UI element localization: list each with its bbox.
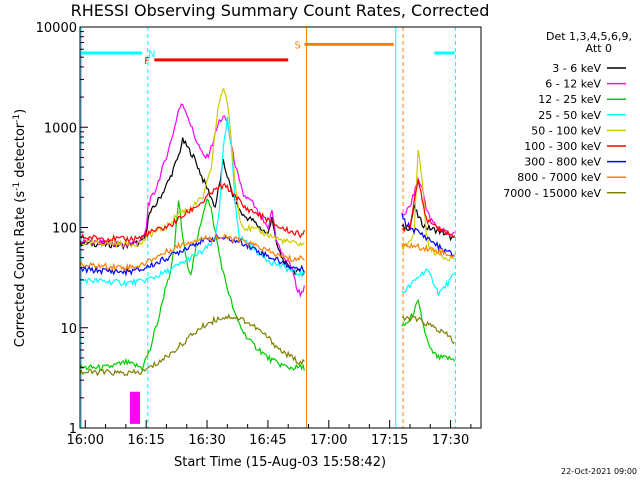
series-300-800-kev-line-1 [401,213,456,257]
y-axis-label: Corrected Count Rate (s-1 detector-1) [12,109,28,347]
series-7000-15000-kev-line-1 [401,315,455,345]
footer-date: 22-Oct-2021 09:00 [561,467,637,476]
legend-label-6-12-kev: 6 - 12 keV [545,78,601,91]
legend-label-800-7000-kev: 800 - 7000 keV [517,171,601,184]
legend-label-50-100-kev: 50 - 100 keV [531,124,601,137]
y-axis-label-detector: detector [13,122,28,182]
legend-header-line-2: Att 0 [586,42,612,55]
series-800-7000-kev-line-0 [80,234,305,272]
flag-label-s: S [294,40,300,51]
legend-label-25-50-kev: 25 - 50 keV [538,109,601,122]
x-tick-label-17-00: 17:00 [310,433,347,448]
legend-label-3-6-kev: 3 - 6 keV [552,62,601,75]
y-tick-label-1000: 1000 [44,121,77,136]
chart-title: RHESSI Observing Summary Count Rates, Co… [71,1,490,20]
y-axis-label-close: ) [13,109,28,114]
x-tick-label-16-15: 16:15 [127,433,164,448]
series-800-7000-kev-line-1 [401,242,455,259]
x-tick-label-16-45: 16:45 [249,433,286,448]
plot-area: NF S [80,27,456,428]
legend: Det 1,3,4,5,6,9, Att 0 3 - 6 keV 6 - 12 k… [503,30,632,200]
y-axis-label-sup-1: -1 [12,182,22,191]
y-tick-label-10000: 10000 [36,21,77,36]
x-axis-label: Start Time (15-Aug-03 15:58:42) [174,455,386,470]
y-tick-label-10: 10 [60,322,77,337]
series-50-100-kev-line-1 [401,149,455,262]
legend-label-12-25-kev: 12 - 25 keV [538,93,601,106]
series-12-25-kev-line-1 [401,298,456,362]
magenta-flag-block [129,391,141,424]
y-axis-label-main: Corrected Count Rate (s [13,191,28,348]
y-tick-label-100: 100 [52,222,77,237]
legend-label-100-300-kev: 100 - 300 keV [524,140,601,153]
x-tick-label-16-30: 16:30 [188,433,225,448]
series-7000-15000-kev-line-0 [80,313,305,377]
series-100-300-kev-line-0 [80,182,305,243]
series-300-800-kev-line-0 [80,233,305,277]
flag-label-n: N [148,49,155,60]
series-25-50-kev-line-0 [80,116,305,288]
y-axis-label-sup-2: -1 [12,114,22,123]
x-axis: 16:00 16:15 16:30 16:45 17:00 17:15 17:30 [67,420,472,448]
series-12-25-kev-line-0 [80,198,305,371]
legend-label-300-800-kev: 300 - 800 keV [524,156,601,169]
legend-header-line-1: Det 1,3,4,5,6,9, [546,30,632,43]
x-tick-label-16-00: 16:00 [67,433,104,448]
series-25-50-kev-line-1 [401,268,456,297]
x-tick-label-17-30: 17:30 [432,433,469,448]
series-6-12-kev-line-1 [401,176,455,237]
flag-label-f: F [144,56,150,67]
plot-clipped [80,27,456,428]
legend-label-7000-15000-kev: 7000 - 15000 keV [503,187,601,200]
series-100-300-kev-line-1 [401,179,456,239]
series-50-100-kev-line-0 [80,87,305,249]
x-tick-label-17-15: 17:15 [371,433,408,448]
y-tick-label-1: 1 [69,422,77,437]
y-axis: 1 10 100 1000 10000 [36,21,88,437]
